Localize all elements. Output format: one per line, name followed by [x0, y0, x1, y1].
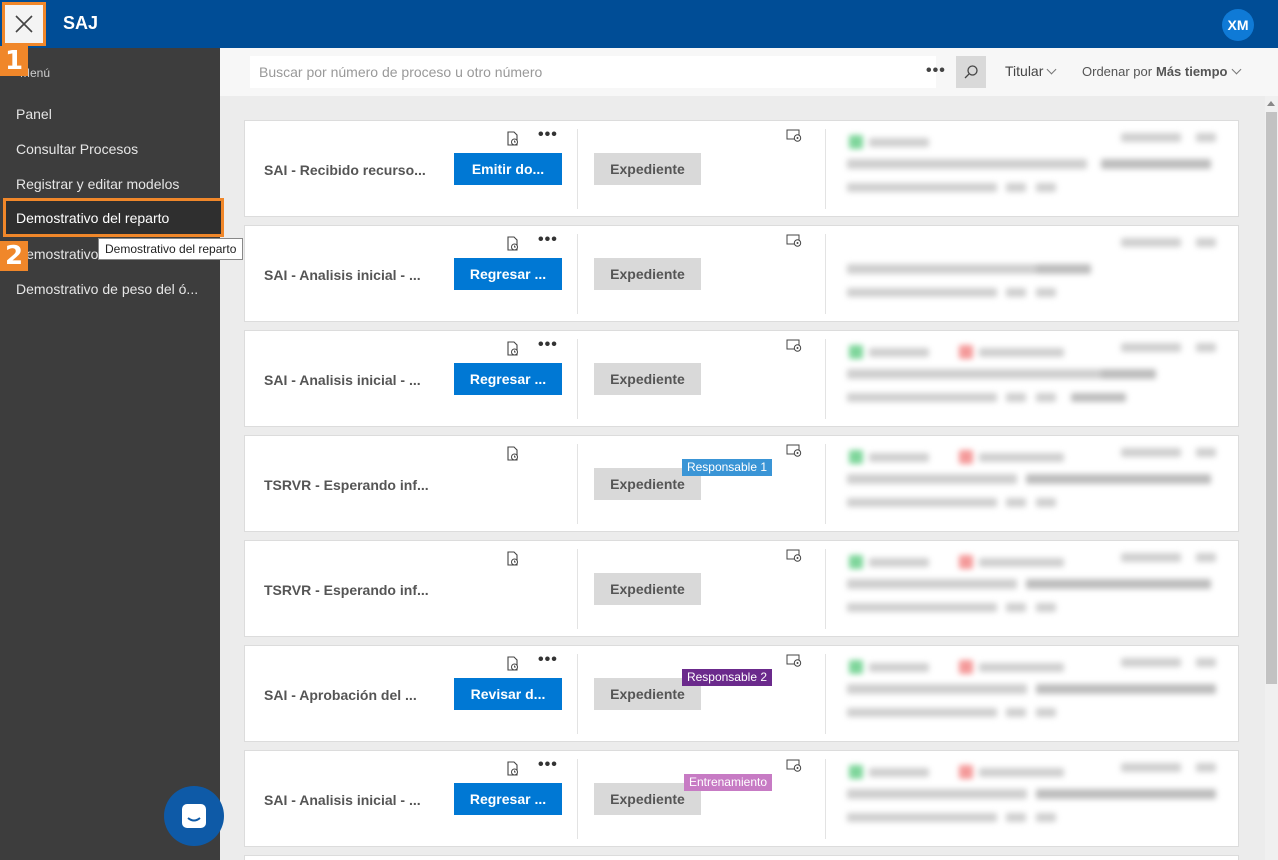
card-divider [577, 759, 578, 839]
card-divider [577, 234, 578, 314]
scrollbar-thumb[interactable] [1266, 112, 1277, 684]
sort-value: Más tiempo [1155, 64, 1228, 79]
search-icon [964, 65, 978, 79]
process-title[interactable]: SAI - Recibido recurso... [264, 162, 426, 178]
search-bar: ••• Titular Ordenar por Más tiempo [220, 48, 1278, 96]
process-title[interactable]: TSRVR - Esperando inf... [264, 582, 429, 598]
step-badge-1: 1 [0, 46, 28, 76]
card-settings-icon[interactable] [786, 549, 802, 568]
app-title: SAJ [63, 13, 99, 33]
process-action-button[interactable]: Revisar d... [454, 678, 562, 710]
blurred-process-details [841, 131, 1221, 209]
expediente-button[interactable]: Expediente [594, 363, 701, 395]
card-settings-icon[interactable] [786, 444, 802, 463]
more-options-icon[interactable]: ••• [538, 126, 558, 143]
chevron-down-icon [1231, 64, 1241, 75]
search-input[interactable] [250, 56, 936, 88]
card-divider [577, 129, 578, 209]
card-divider [825, 759, 826, 839]
scroll-up-arrow[interactable] [1267, 101, 1275, 106]
chat-button[interactable] [164, 786, 224, 846]
process-title[interactable]: SAI - Analisis inicial - ... [264, 792, 421, 808]
card-divider [825, 234, 826, 314]
document-icon[interactable] [506, 446, 520, 467]
card-divider [577, 549, 578, 629]
user-avatar[interactable]: XM [1222, 9, 1254, 41]
card-settings-icon[interactable] [786, 234, 802, 253]
sidebar-item-demostrativo-reparto[interactable]: Demostrativo del reparto [3, 198, 224, 237]
card-divider [577, 339, 578, 419]
tooltip: Demostrativo del reparto [98, 238, 244, 260]
search-button[interactable] [956, 56, 986, 88]
process-card[interactable]: SAI - Analisis inicial - ... ••• Regresar … [244, 225, 1239, 322]
document-icon[interactable] [506, 131, 520, 152]
responsible-tag: Entrenamiento [683, 774, 772, 791]
process-title[interactable]: TSRVR - Esperando inf... [264, 477, 429, 493]
sidebar-item-registrar-modelos[interactable]: Registrar y editar modelos [16, 176, 180, 192]
more-options-icon[interactable]: ••• [538, 336, 558, 353]
responsible-tag: Responsable 1 [681, 459, 772, 476]
document-icon[interactable] [506, 761, 520, 782]
expediente-button[interactable]: Expediente [594, 573, 701, 605]
chevron-down-icon [1046, 64, 1057, 75]
process-action-button[interactable]: Regresar ... [454, 258, 562, 290]
close-icon [15, 15, 33, 33]
process-card[interactable]: TSRVR - Esperando inf... Expediente Respon… [244, 435, 1239, 532]
close-menu-button[interactable] [2, 2, 46, 46]
step-badge-2: 2 [0, 241, 28, 271]
blurred-process-details [841, 236, 1221, 314]
card-settings-icon[interactable] [786, 654, 802, 673]
card-divider [825, 129, 826, 209]
blurred-process-details [841, 446, 1221, 524]
expediente-button[interactable]: Expediente [594, 258, 701, 290]
process-action-button[interactable]: Regresar ... [454, 363, 562, 395]
sidebar-item-panel[interactable]: Panel [16, 106, 52, 122]
process-card-partial [244, 855, 1239, 860]
expediente-button[interactable]: Expediente [594, 783, 701, 815]
more-options-icon[interactable]: ••• [538, 231, 558, 248]
sort-dropdown[interactable]: Ordenar por Más tiempo [1082, 63, 1241, 79]
card-divider [577, 444, 578, 524]
process-title[interactable]: SAI - Aprobación del ... [264, 687, 417, 703]
process-action-button[interactable]: Emitir do... [454, 153, 562, 185]
card-settings-icon[interactable] [786, 129, 802, 148]
card-divider [825, 444, 826, 524]
search-more-button[interactable]: ••• [926, 62, 946, 79]
owner-filter-label: Titular [1005, 63, 1044, 79]
process-card[interactable]: SAI - Analisis inicial - ... ••• Regresar … [244, 330, 1239, 427]
card-divider [825, 654, 826, 734]
card-settings-icon[interactable] [786, 759, 802, 778]
process-card[interactable]: SAI - Aprobación del ... ••• Revisar d... E… [244, 645, 1239, 742]
sidebar-item-consultar-procesos[interactable]: Consultar Procesos [16, 141, 139, 157]
process-card[interactable]: SAI - Analisis inicial - ... ••• Regresar … [244, 750, 1239, 847]
card-divider [577, 654, 578, 734]
document-icon[interactable] [506, 236, 520, 257]
card-divider [825, 339, 826, 419]
blurred-process-details [841, 761, 1221, 839]
chat-icon [182, 804, 206, 828]
owner-filter-dropdown[interactable]: Titular [1005, 63, 1057, 79]
responsible-tag: Responsable 2 [681, 669, 772, 686]
sidebar-item-demostrativo-peso[interactable]: Demostrativo de peso del ó... [16, 281, 199, 297]
document-icon[interactable] [506, 341, 520, 362]
sort-label: Ordenar por [1082, 64, 1153, 79]
card-settings-icon[interactable] [786, 339, 802, 358]
top-bar: SAJ XM [0, 0, 1278, 48]
sidebar-menu: Menú Panel Consultar Procesos Registrar … [0, 48, 224, 860]
expediente-button[interactable]: Expediente [594, 153, 701, 185]
process-card[interactable]: TSRVR - Esperando inf... Expediente [244, 540, 1239, 637]
process-action-button[interactable]: Regresar ... [454, 783, 562, 815]
process-title[interactable]: SAI - Analisis inicial - ... [264, 267, 421, 283]
card-divider [825, 549, 826, 629]
blurred-process-details [841, 656, 1221, 734]
process-card[interactable]: SAI - Recibido recurso... ••• Emitir do...… [244, 120, 1239, 217]
more-options-icon[interactable]: ••• [538, 651, 558, 668]
document-icon[interactable] [506, 551, 520, 572]
blurred-process-details [841, 341, 1221, 419]
document-icon[interactable] [506, 656, 520, 677]
blurred-process-details [841, 551, 1221, 629]
process-title[interactable]: SAI - Analisis inicial - ... [264, 372, 421, 388]
more-options-icon[interactable]: ••• [538, 756, 558, 773]
